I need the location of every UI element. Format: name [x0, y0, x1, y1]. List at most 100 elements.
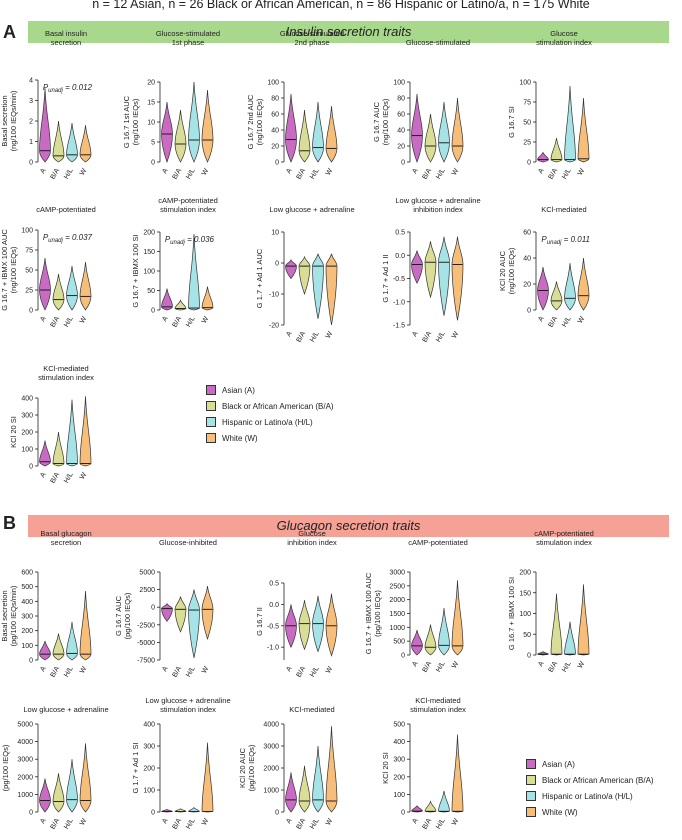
y-tick-label: 0 — [151, 308, 155, 315]
violin-ba — [174, 109, 187, 163]
legend-item-asian: Asian (A) — [526, 758, 654, 770]
x-tick-label: H/L — [309, 817, 321, 830]
chart-panel-b8: KCl-mediated 0 1000 2000 3000 4000 KCl 20 AUC(… — [238, 705, 338, 831]
legend-item-black: Black or African American (B/A) — [526, 774, 654, 786]
section-banner-glucagon: Glucagon secretion traits — [28, 515, 669, 537]
chart-title-line: Basal glucagon — [40, 529, 91, 538]
y-axis-label: G 1.7 + Ad 1 AUC — [255, 248, 264, 308]
x-tick-label: W — [325, 665, 335, 675]
violin-hl — [438, 607, 450, 656]
chart-title-line: stimulation index — [38, 373, 94, 382]
y-axis-label: G 16.7 + IBMX 100 SI — [507, 577, 516, 650]
y-tick-label: 25 — [25, 288, 33, 295]
y-tick-label: 100 — [143, 788, 155, 795]
x-tick-label: A — [39, 167, 48, 175]
chart-title-line: KCl-mediated — [541, 205, 586, 214]
chart-title-line: stimulation index — [536, 38, 592, 47]
chart-title-line: inhibition index — [413, 205, 463, 214]
y-tick-label: 100 — [21, 228, 33, 235]
y-tick-label: 1000 — [389, 625, 405, 632]
y-axis-label: G 16.7 + IBMX 100 AUC — [0, 229, 9, 311]
y-tick-label: 100 — [393, 80, 405, 87]
chart-title-line: Low glucose + adrenaline — [269, 205, 354, 214]
chart-panel-b2: Glucose-inhibited -7500 -5000 -2500 0 2500 500… — [114, 538, 217, 679]
y-tick-label: 400 — [393, 739, 405, 746]
y-tick-label: 60 — [271, 112, 279, 119]
p-value-annotation: Punadj = 0.011 — [541, 235, 590, 246]
chart-title-line: stimulation index — [536, 538, 592, 547]
y-tick-label: 15 — [147, 100, 155, 107]
y-tick-label: 50 — [523, 120, 531, 127]
violin-w — [201, 586, 214, 640]
violin-ba — [174, 596, 187, 633]
x-tick-label: B/A — [172, 817, 184, 831]
y-axis-label: (pg/100 IEQs) — [123, 592, 132, 639]
y-tick-label: 75 — [523, 100, 531, 107]
y-tick-label: -7500 — [137, 658, 155, 665]
x-tick-label: A — [285, 817, 294, 825]
y-tick-label: 1500 — [389, 611, 405, 618]
y-axis-label: (pg/100 IEQs) — [1, 744, 10, 791]
y-tick-label: 0 — [29, 464, 33, 471]
y-tick-label: 200 — [143, 230, 155, 237]
y-tick-label: -0.5 — [393, 276, 405, 283]
violin-a — [285, 259, 297, 280]
x-tick-label: W — [79, 471, 89, 481]
x-tick-label: H/L — [185, 167, 197, 180]
violin-w — [577, 257, 590, 311]
section-letter-b: B — [3, 513, 16, 533]
violin-a — [537, 151, 549, 163]
legend-swatch-black — [526, 775, 536, 785]
x-tick-label: B/A — [50, 167, 62, 181]
violin-ba — [424, 800, 437, 813]
x-tick-label: B/A — [172, 315, 184, 329]
x-tick-label: A — [537, 315, 546, 323]
violin-ba — [298, 109, 311, 163]
y-tick-label: 2500 — [139, 587, 155, 594]
violin-a — [411, 630, 423, 656]
x-tick-label: H/L — [185, 817, 197, 830]
section-letter-a: A — [3, 22, 16, 42]
chart-title-line: stimulation index — [160, 205, 216, 214]
y-tick-label: -5000 — [137, 640, 155, 647]
x-tick-label: W — [451, 817, 461, 827]
x-tick-label: A — [285, 665, 294, 673]
x-tick-label: A — [161, 315, 170, 323]
legend-item-hispanic: Hispanic or Latino/a (H/L) — [526, 790, 654, 802]
violin-hl — [312, 101, 324, 163]
y-tick-label: -1.0 — [267, 645, 279, 652]
chart-title-line: Low glucose + adrenaline — [23, 705, 108, 714]
x-tick-label: B/A — [296, 167, 308, 181]
legend-label-black: Black or African American (B/A) — [222, 401, 334, 411]
y-tick-label: 2500 — [389, 583, 405, 590]
violin-ba — [52, 773, 65, 813]
violin-ba — [550, 137, 563, 163]
y-tick-label: 75 — [25, 248, 33, 255]
x-tick-label: A — [411, 330, 420, 338]
legend-label-hispanic: Hispanic or Latino/a (H/L) — [542, 791, 633, 801]
legend-swatch-white — [526, 807, 536, 817]
chart-panel-a6: cAMP-potentiated 0 25 50 75 100 G 16.7 + IBMX … — [0, 205, 96, 329]
y-tick-label: 200 — [519, 570, 531, 577]
y-tick-label: -1.0 — [393, 299, 405, 306]
y-tick-label: 20 — [147, 80, 155, 87]
y-axis-label: KCl 20 SI — [381, 752, 390, 784]
x-tick-label: A — [39, 315, 48, 323]
legend-item-white: White (W) — [206, 432, 334, 444]
violin-w — [451, 236, 464, 321]
x-tick-label: H/L — [185, 665, 197, 678]
y-tick-label: 100 — [393, 792, 405, 799]
x-tick-label: B/A — [50, 665, 62, 679]
y-tick-label: 3 — [29, 98, 33, 105]
y-tick-label: 1000 — [17, 792, 33, 799]
y-tick-label: 25 — [523, 140, 531, 147]
x-tick-label: W — [79, 665, 89, 675]
chart-panel-a4: Glucose-stimulated 0 20 40 60 80 100 G 16.7 AUC… — [372, 38, 470, 181]
y-tick-label: 0 — [401, 810, 405, 817]
section-banner-insulin: Insulin secretion traits — [28, 21, 669, 43]
y-tick-label: 0 — [151, 810, 155, 817]
x-tick-label: A — [285, 330, 294, 338]
